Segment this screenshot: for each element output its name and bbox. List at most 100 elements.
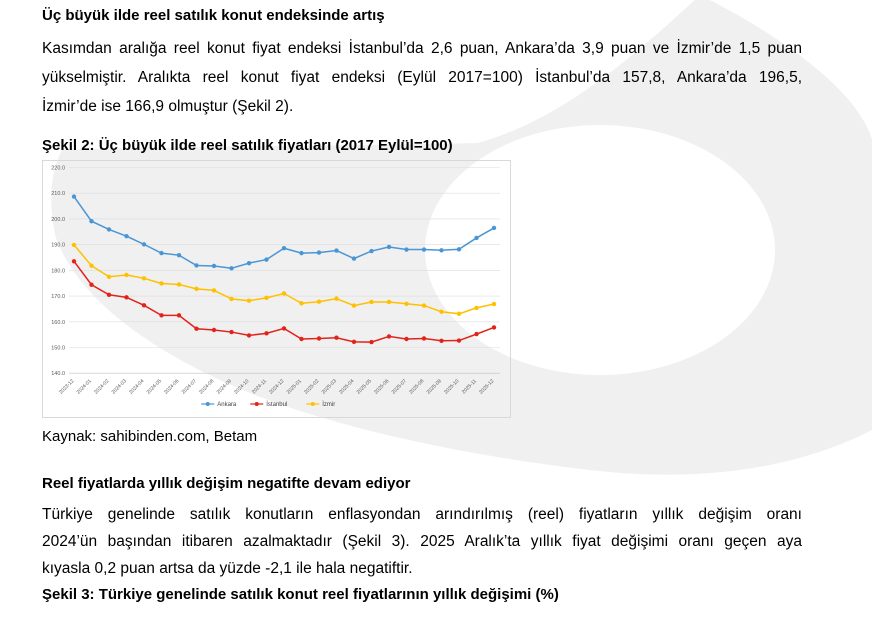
x-tick-label: 2024-11 <box>251 378 268 395</box>
data-point-marker <box>439 309 444 314</box>
data-point-marker <box>299 301 304 306</box>
data-point-marker <box>176 252 182 258</box>
x-tick-label: 2024-04 <box>128 378 145 395</box>
data-point-marker <box>334 296 339 301</box>
data-point-marker <box>351 303 357 308</box>
data-point-marker <box>141 242 147 247</box>
series-line <box>73 196 495 270</box>
data-point-marker <box>334 335 339 340</box>
x-tick-label: 2024-06 <box>163 378 180 395</box>
data-point-marker <box>456 338 462 343</box>
y-tick-label: 170.0 <box>51 294 65 300</box>
paragraph-line: Türkiye genelinde satılık konutların enf… <box>42 506 802 523</box>
data-point-marker <box>229 296 234 302</box>
data-point-marker <box>124 272 129 278</box>
x-tick-label: 2025-04 <box>338 378 355 395</box>
x-tick-label: 2025-05 <box>356 378 373 395</box>
paragraph-line: 2024’ün başından itibaren azalmaktadır (… <box>42 533 802 550</box>
y-tick-label: 160.0 <box>51 320 65 326</box>
x-tick-label: 2025-08 <box>408 378 425 395</box>
data-point-marker <box>386 244 392 250</box>
data-point-marker <box>299 336 304 342</box>
x-tick-label: 2025-07 <box>391 378 408 395</box>
figure3-caption: Şekil 3: Türkiye genelinde satılık konut… <box>42 586 559 603</box>
series-line <box>73 244 495 315</box>
data-point-marker <box>404 301 409 306</box>
data-point-marker <box>141 276 147 281</box>
y-tick-label: 220.0 <box>51 166 65 172</box>
data-point-marker <box>264 257 269 262</box>
data-point-marker <box>71 242 77 248</box>
data-point-marker <box>351 339 357 345</box>
paragraph-line: Kasımdan aralığa reel konut fiyat endeks… <box>42 40 802 57</box>
y-tick-label: 150.0 <box>51 345 65 351</box>
data-point-marker <box>106 274 112 279</box>
x-tick-label: 2024-08 <box>198 378 215 395</box>
x-tick-label: 2025-03 <box>321 378 338 395</box>
series-İzmir <box>71 242 497 317</box>
x-tick-label: 2025-12 <box>478 378 495 395</box>
y-tick-label: 180.0 <box>51 268 65 274</box>
data-point-marker <box>229 329 234 335</box>
data-point-marker <box>124 233 129 239</box>
data-point-marker <box>246 333 252 338</box>
x-tick-label: 2024-05 <box>146 378 163 395</box>
data-point-marker <box>106 227 112 232</box>
gridlines <box>69 167 500 374</box>
data-point-marker <box>211 263 217 269</box>
data-point-marker <box>316 336 322 341</box>
data-point-marker <box>211 288 217 293</box>
data-point-marker <box>71 259 77 264</box>
x-tick-label: 2023-12 <box>58 378 75 395</box>
data-point-marker <box>369 299 374 305</box>
data-point-marker <box>491 225 497 231</box>
data-point-marker <box>299 250 304 256</box>
data-point-marker <box>264 331 269 336</box>
paragraph-line: kıyasla 0,2 puan artsa da yüzde -2,1 ile… <box>42 560 413 577</box>
figure2-chart: 140.0 150.0 160.0 170.0 180.0 190.0 200.0 210.0… <box>42 160 511 418</box>
figure2-caption: Şekil 2: Üç büyük ilde reel satılık fiya… <box>42 137 453 154</box>
data-point-marker <box>421 247 427 252</box>
paragraph-line: İzmir’de ise 166,9 olmuştur (Şekil 2). <box>42 98 294 115</box>
data-point-marker <box>194 263 199 268</box>
x-axis-tick-labels: 2023-12 2024-01 2024-02 2024-03 2024-04 2024-… <box>58 378 495 395</box>
data-point-marker <box>71 194 77 199</box>
x-tick-label: 2025-01 <box>286 378 303 395</box>
data-point-marker <box>281 291 287 296</box>
data-point-marker <box>491 325 497 330</box>
data-point-marker <box>421 303 427 308</box>
data-point-marker <box>246 298 252 303</box>
data-point-marker <box>176 282 182 287</box>
data-point-marker <box>456 247 462 252</box>
x-tick-label: 2024-10 <box>233 378 250 395</box>
data-point-marker <box>474 331 479 337</box>
legend-marker <box>205 402 210 406</box>
data-point-marker <box>316 250 322 255</box>
data-point-marker <box>264 295 269 301</box>
data-point-marker <box>439 248 444 253</box>
data-point-marker <box>334 248 339 253</box>
data-point-marker <box>369 339 374 345</box>
x-tick-label: 2024-09 <box>216 378 233 395</box>
data-point-marker <box>404 247 409 252</box>
data-point-marker <box>159 313 164 318</box>
chart-legend: Ankara İstanbul İzmir <box>201 401 335 408</box>
data-point-marker <box>316 299 322 304</box>
data-point-marker <box>474 305 479 311</box>
x-tick-label: 2024-01 <box>76 378 93 395</box>
data-point-marker <box>474 235 479 241</box>
legend-marker <box>254 402 259 406</box>
data-point-marker <box>159 281 164 286</box>
data-point-marker <box>281 326 287 331</box>
data-point-marker <box>141 303 147 308</box>
data-point-marker <box>211 327 217 333</box>
x-tick-label: 2025-09 <box>426 378 443 395</box>
section-heading-1: Üç büyük ilde reel satılık konut endeksi… <box>42 7 385 24</box>
data-point-marker <box>491 301 497 307</box>
data-point-marker <box>281 246 287 251</box>
data-point-marker <box>369 248 374 254</box>
paragraph-1: Kasımdan aralığa reel konut fiyat endeks… <box>42 34 802 121</box>
data-point-marker <box>386 299 392 305</box>
data-point-marker <box>89 219 94 224</box>
line-chart-svg: 140.0 150.0 160.0 170.0 180.0 190.0 200.0 210.0… <box>51 166 500 408</box>
